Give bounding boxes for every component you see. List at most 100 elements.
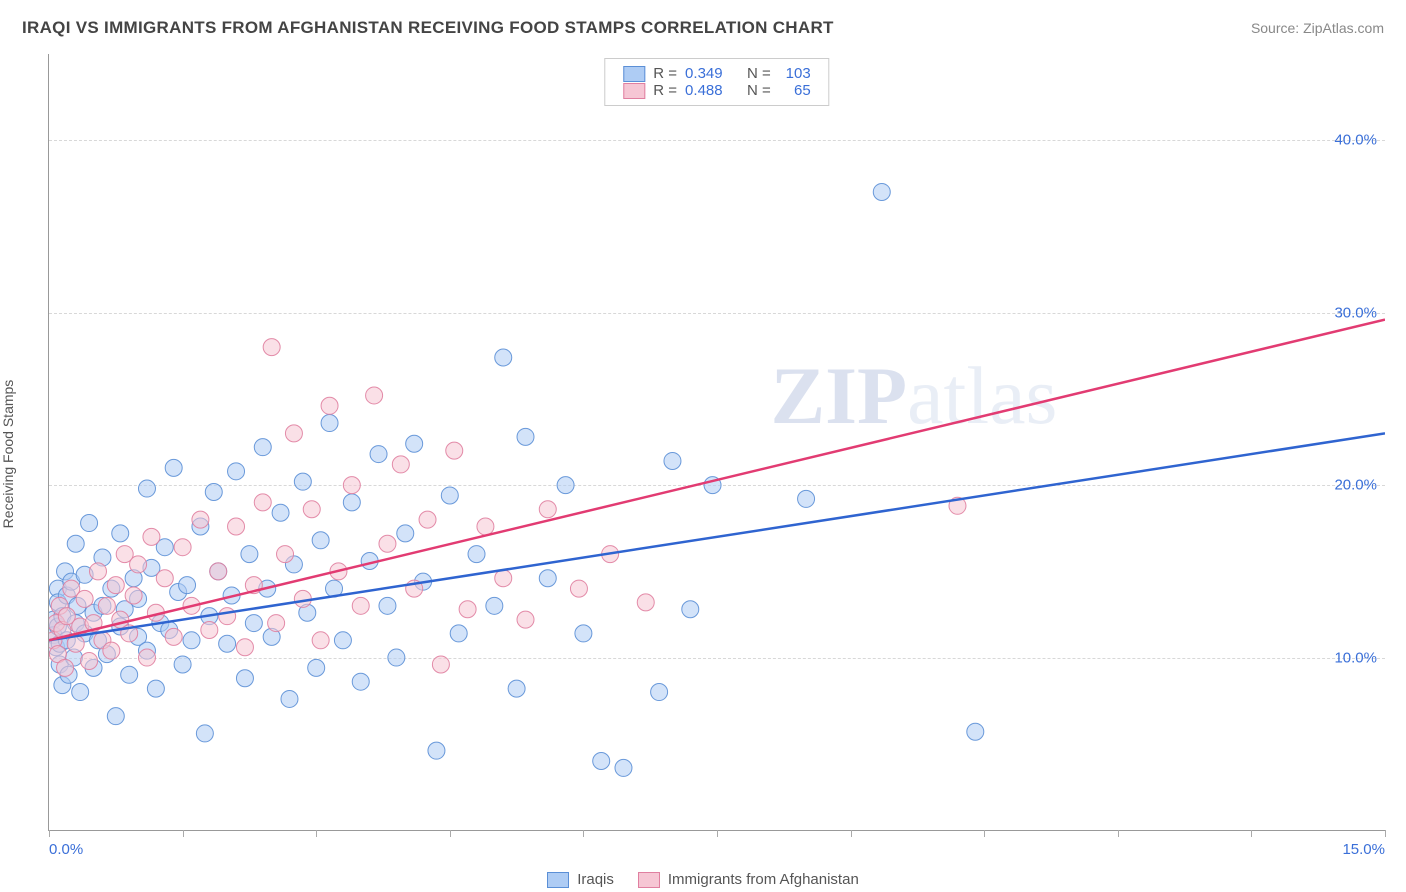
- data-point: [205, 484, 222, 501]
- plot-area: R = 0.349 N = 103 R = 0.488 N = 65 ZIPat…: [48, 54, 1385, 831]
- scatter-svg: [49, 54, 1385, 830]
- data-point: [388, 649, 405, 666]
- data-point: [228, 463, 245, 480]
- data-point: [285, 425, 302, 442]
- data-point: [147, 680, 164, 697]
- data-point: [432, 656, 449, 673]
- data-point: [174, 656, 191, 673]
- data-point: [263, 339, 280, 356]
- x-tick-label-max: 15.0%: [1342, 841, 1385, 858]
- data-point: [312, 532, 329, 549]
- data-point: [98, 597, 115, 614]
- swatch-iraqis-icon: [547, 872, 569, 888]
- x-tick: [1385, 830, 1386, 837]
- data-point: [379, 535, 396, 552]
- data-point: [103, 642, 120, 659]
- data-point: [130, 556, 147, 573]
- data-point: [312, 632, 329, 649]
- data-point: [107, 577, 124, 594]
- data-point: [89, 563, 106, 580]
- data-point: [615, 759, 632, 776]
- data-point: [121, 666, 138, 683]
- data-point: [441, 487, 458, 504]
- legend-row-iraqis: R = 0.349 N = 103: [623, 65, 810, 82]
- data-point: [477, 518, 494, 535]
- data-point: [81, 653, 98, 670]
- data-point: [112, 525, 129, 542]
- y-axis-label: Receiving Food Stamps: [0, 380, 16, 529]
- data-point: [81, 515, 98, 532]
- x-tick: [316, 830, 317, 837]
- data-point: [873, 183, 890, 200]
- data-point: [138, 649, 155, 666]
- data-point: [352, 673, 369, 690]
- data-point: [406, 435, 423, 452]
- legend-item-afghan: Immigrants from Afghanistan: [638, 871, 859, 888]
- data-point: [236, 639, 253, 656]
- data-point: [321, 415, 338, 432]
- trendline: [49, 320, 1385, 641]
- legend-label-afghan: Immigrants from Afghanistan: [668, 871, 859, 888]
- data-point: [210, 563, 227, 580]
- data-point: [254, 439, 271, 456]
- correlation-legend: R = 0.349 N = 103 R = 0.488 N = 65: [604, 58, 829, 106]
- legend-label-iraqis: Iraqis: [577, 871, 614, 888]
- series-legend: Iraqis Immigrants from Afghanistan: [0, 871, 1406, 888]
- data-point: [486, 597, 503, 614]
- data-point: [219, 608, 236, 625]
- data-point: [174, 539, 191, 556]
- data-point: [165, 628, 182, 645]
- data-point: [539, 501, 556, 518]
- data-point: [277, 546, 294, 563]
- data-point: [201, 621, 218, 638]
- data-point: [156, 570, 173, 587]
- data-point: [495, 349, 512, 366]
- data-point: [192, 511, 209, 528]
- data-point: [272, 504, 289, 521]
- data-point: [428, 742, 445, 759]
- data-point: [76, 590, 93, 607]
- x-tick: [183, 830, 184, 837]
- data-point: [343, 494, 360, 511]
- x-tick: [851, 830, 852, 837]
- x-tick: [1251, 830, 1252, 837]
- x-tick: [49, 830, 50, 837]
- data-point: [268, 615, 285, 632]
- x-tick: [450, 830, 451, 837]
- data-point: [517, 428, 534, 445]
- legend-row-afghan: R = 0.488 N = 65: [623, 82, 810, 99]
- swatch-afghan-icon: [638, 872, 660, 888]
- data-point: [352, 597, 369, 614]
- data-point: [575, 625, 592, 642]
- data-point: [557, 477, 574, 494]
- chart-title: IRAQI VS IMMIGRANTS FROM AFGHANISTAN REC…: [22, 18, 834, 38]
- data-point: [107, 708, 124, 725]
- data-point: [468, 546, 485, 563]
- data-point: [539, 570, 556, 587]
- data-point: [228, 518, 245, 535]
- data-point: [798, 490, 815, 507]
- data-point: [179, 577, 196, 594]
- data-point: [143, 528, 160, 545]
- data-point: [303, 501, 320, 518]
- data-point: [517, 611, 534, 628]
- data-point: [308, 659, 325, 676]
- data-point: [459, 601, 476, 618]
- data-point: [281, 690, 298, 707]
- data-point: [125, 587, 142, 604]
- data-point: [321, 397, 338, 414]
- data-point: [450, 625, 467, 642]
- data-point: [334, 632, 351, 649]
- data-point: [67, 535, 84, 552]
- data-point: [419, 511, 436, 528]
- source-attribution: Source: ZipAtlas.com: [1251, 20, 1384, 36]
- data-point: [651, 684, 668, 701]
- x-tick: [583, 830, 584, 837]
- data-point: [138, 480, 155, 497]
- data-point: [366, 387, 383, 404]
- x-tick: [984, 830, 985, 837]
- data-point: [254, 494, 271, 511]
- trendline: [49, 433, 1385, 640]
- data-point: [967, 723, 984, 740]
- data-point: [370, 446, 387, 463]
